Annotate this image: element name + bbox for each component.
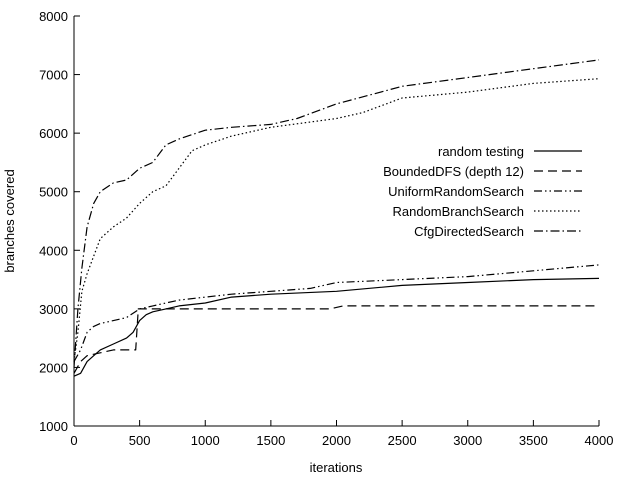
x-tick-label: 0	[70, 433, 77, 448]
legend-label: CfgDirectedSearch	[414, 224, 524, 239]
series-line-2	[73, 305, 599, 374]
x-tick-label: 3500	[519, 433, 548, 448]
plot-area	[73, 16, 599, 427]
y-tick-label: 4000	[39, 243, 68, 258]
y-ticks: 1000 2000 3000 4000 5000 6000 7000 8000	[39, 9, 80, 434]
legend-label: UniformRandomSearch	[388, 184, 524, 199]
x-tick-label: 500	[129, 433, 151, 448]
y-tick-label: 1000	[39, 419, 68, 434]
legend: random testing BoundedDFS (depth 12) Unifo…	[383, 144, 582, 239]
y-tick-label: 8000	[39, 9, 68, 24]
x-tick-label: 3000	[453, 433, 482, 448]
series-line-5	[73, 59, 600, 368]
y-tick-label: 5000	[39, 185, 68, 200]
x-tick-label: 1500	[256, 433, 285, 448]
y-axis-label: branches covered	[2, 169, 17, 272]
x-tick-label: 1000	[191, 433, 220, 448]
x-tick-label: 2500	[388, 433, 417, 448]
y-tick-label: 3000	[39, 302, 68, 317]
x-tick-label: 4000	[585, 433, 614, 448]
y-tick-label: 2000	[39, 360, 68, 375]
legend-label: BoundedDFS (depth 12)	[383, 164, 524, 179]
series-line-3	[73, 264, 600, 362]
series-line-4	[73, 78, 600, 362]
series-line-1	[73, 277, 600, 377]
y-tick-label: 7000	[39, 68, 68, 83]
x-ticks: 0 500 1000 1500 2000 2500 3000 3500 4000	[70, 420, 613, 448]
x-tick-label: 2000	[322, 433, 351, 448]
legend-label: random testing	[438, 144, 524, 159]
series-group	[73, 59, 600, 377]
x-axis-label: iterations	[310, 460, 363, 475]
legend-label: RandomBranchSearch	[392, 204, 524, 219]
y-tick-label: 6000	[39, 126, 68, 141]
